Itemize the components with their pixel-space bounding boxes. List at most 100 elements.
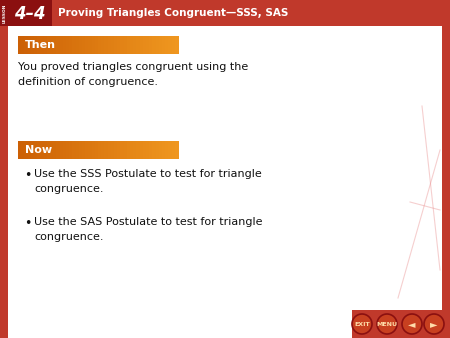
Text: Use the SAS Postulate to test for triangle
congruence.: Use the SAS Postulate to test for triang…	[34, 217, 262, 242]
Bar	[162, 141, 166, 159]
Bar	[121, 141, 124, 159]
Bar	[0, 0, 52, 26]
Text: Now: Now	[25, 145, 52, 155]
Bar	[101, 36, 105, 54]
Bar	[59, 36, 63, 54]
Bar	[98, 141, 102, 159]
Bar	[85, 141, 89, 159]
Bar	[47, 36, 50, 54]
Bar	[88, 141, 92, 159]
Bar	[136, 141, 140, 159]
Bar	[146, 36, 150, 54]
Bar	[8, 310, 352, 338]
Text: MENU: MENU	[377, 321, 397, 327]
Bar	[153, 36, 156, 54]
Bar	[168, 36, 172, 54]
Bar	[44, 36, 47, 54]
Bar	[121, 36, 124, 54]
Bar	[63, 141, 67, 159]
Bar	[31, 36, 35, 54]
Bar	[24, 141, 28, 159]
Bar	[175, 36, 179, 54]
Circle shape	[352, 314, 372, 334]
Bar	[76, 141, 79, 159]
Bar	[24, 36, 28, 54]
Bar	[34, 141, 38, 159]
Circle shape	[377, 314, 397, 334]
Bar	[98, 36, 102, 54]
Bar	[66, 36, 70, 54]
Bar	[168, 141, 172, 159]
Bar	[101, 141, 105, 159]
Bar	[165, 141, 169, 159]
Bar	[124, 36, 127, 54]
Bar	[50, 36, 54, 54]
Bar	[50, 141, 54, 159]
Bar	[171, 36, 176, 54]
Bar	[153, 141, 156, 159]
Bar	[44, 141, 47, 159]
Bar	[85, 36, 89, 54]
Bar	[104, 36, 108, 54]
Bar	[37, 36, 41, 54]
Bar	[72, 36, 76, 54]
Bar	[0, 310, 450, 338]
Bar	[165, 36, 169, 54]
Bar	[79, 141, 82, 159]
Bar	[159, 36, 162, 54]
Bar	[143, 141, 147, 159]
Text: Use the SSS Postulate to test for triangle
congruence.: Use the SSS Postulate to test for triang…	[34, 169, 262, 194]
Text: ►: ►	[430, 319, 438, 329]
Bar	[146, 141, 150, 159]
Bar	[8, 26, 442, 310]
Bar	[162, 36, 166, 54]
Bar	[108, 36, 111, 54]
Bar	[140, 141, 143, 159]
Bar	[18, 36, 22, 54]
Bar	[76, 36, 79, 54]
Bar	[72, 141, 76, 159]
Bar	[21, 141, 25, 159]
Bar	[21, 36, 25, 54]
Bar	[66, 141, 70, 159]
Bar	[136, 36, 140, 54]
Bar	[95, 141, 99, 159]
Bar	[117, 141, 121, 159]
Circle shape	[402, 314, 422, 334]
Bar	[149, 141, 153, 159]
Bar	[47, 141, 50, 159]
Bar	[63, 36, 67, 54]
Bar	[149, 36, 153, 54]
Bar	[171, 141, 176, 159]
Bar	[56, 36, 60, 54]
Bar	[175, 141, 179, 159]
Bar	[34, 36, 38, 54]
Bar	[127, 141, 130, 159]
Bar	[69, 141, 73, 159]
Bar	[79, 36, 82, 54]
Bar	[0, 0, 450, 26]
Bar	[31, 141, 35, 159]
Text: •: •	[24, 169, 32, 182]
Bar	[82, 141, 86, 159]
Bar	[143, 36, 147, 54]
Bar	[69, 36, 73, 54]
Bar	[124, 141, 127, 159]
Text: ◄: ◄	[408, 319, 416, 329]
Bar	[92, 36, 95, 54]
Text: Proving Triangles Congruent—SSS, SAS: Proving Triangles Congruent—SSS, SAS	[58, 8, 288, 18]
Bar	[40, 141, 44, 159]
Text: 4–4: 4–4	[14, 5, 46, 23]
Bar	[18, 141, 22, 159]
Bar	[95, 36, 99, 54]
Bar	[133, 36, 137, 54]
Bar	[88, 36, 92, 54]
Bar	[111, 141, 114, 159]
Text: You proved triangles congruent using the
definition of congruence.: You proved triangles congruent using the…	[18, 62, 248, 87]
Bar	[27, 36, 32, 54]
Bar	[108, 141, 111, 159]
Bar	[442, 26, 450, 338]
Text: •: •	[24, 217, 32, 230]
Bar	[117, 36, 121, 54]
Bar	[130, 141, 134, 159]
